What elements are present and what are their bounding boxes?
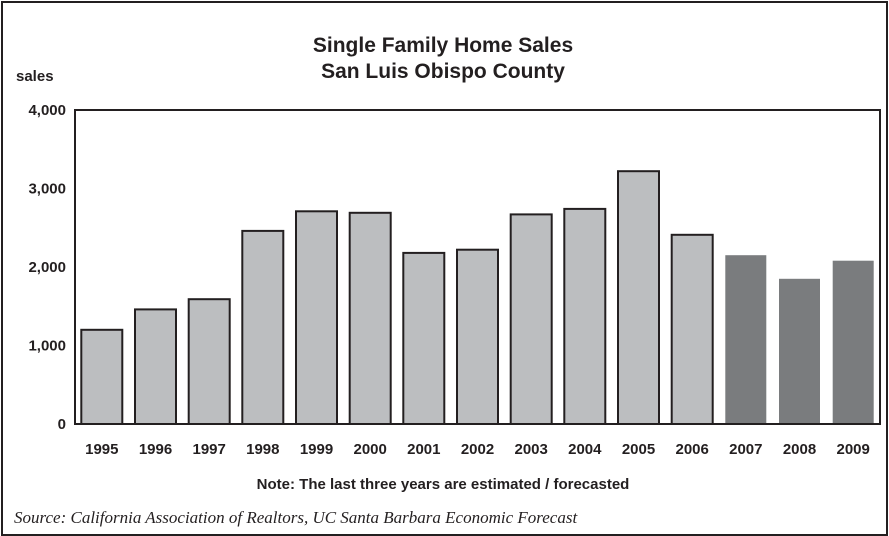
- bar-2006: [670, 233, 714, 425]
- chart-note: Note: The last three years are estimated…: [257, 476, 630, 493]
- chart-title: Single Family Home Sales: [313, 34, 573, 57]
- bar-1997: [187, 298, 231, 426]
- y-axis-label: sales: [16, 68, 54, 85]
- chart-subtitle: San Luis Obispo County: [321, 60, 565, 83]
- x-tick-label: 1998: [246, 441, 279, 458]
- y-tick-label: 0: [58, 416, 66, 433]
- x-tick-label: 2006: [676, 441, 709, 458]
- bar-2005: [617, 170, 660, 425]
- x-tick-label: 2008: [783, 441, 816, 458]
- bar-2000: [348, 211, 392, 425]
- x-tick-label: 1996: [139, 441, 172, 458]
- bar-2007: [725, 255, 767, 424]
- bar-2004: [563, 207, 607, 425]
- bar-1998: [241, 229, 285, 425]
- bar-2008: [779, 278, 820, 424]
- y-tick-label: 4,000: [28, 102, 66, 119]
- x-tick-label: 2001: [407, 441, 440, 458]
- x-tick-label: 1999: [300, 441, 333, 458]
- bar-1995: [80, 328, 124, 425]
- y-tick-label: 3,000: [28, 181, 66, 198]
- x-tick-label: 2007: [729, 441, 762, 458]
- bar-1999: [295, 210, 338, 425]
- x-tick-label: 1995: [85, 441, 118, 458]
- x-tick-label: 1997: [193, 441, 226, 458]
- bar-1996: [134, 308, 177, 425]
- y-tick-label: 2,000: [28, 259, 66, 276]
- x-tick-label: 2000: [354, 441, 387, 458]
- x-tick-label: 2005: [622, 441, 655, 458]
- bar-2001: [402, 251, 446, 425]
- bar-2009: [832, 260, 874, 424]
- x-tick-label: 2003: [515, 441, 548, 458]
- y-tick-label: 1,000: [28, 338, 66, 355]
- x-tick-label: 2009: [837, 441, 870, 458]
- bar-2003: [509, 213, 553, 425]
- plot-area: [74, 109, 881, 425]
- source-note: Source: California Association of Realto…: [14, 508, 578, 527]
- x-tick-label: 2002: [461, 441, 494, 458]
- x-tick-label: 2004: [568, 441, 602, 458]
- bar-2002: [456, 248, 499, 425]
